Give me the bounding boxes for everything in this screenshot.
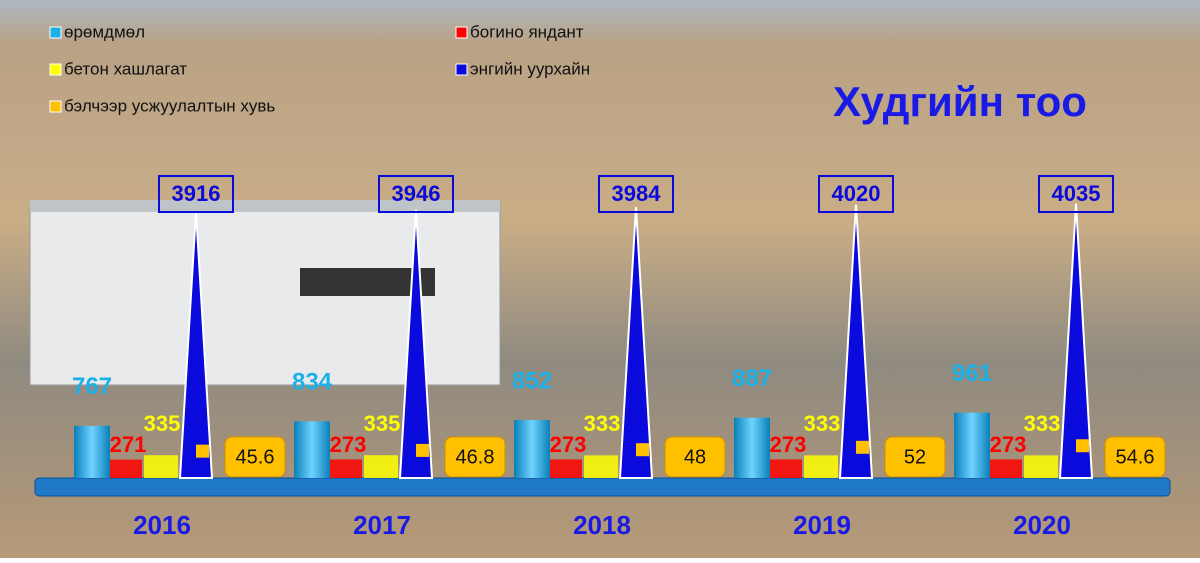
legend-swatch bbox=[455, 26, 468, 39]
x-tick-label: 2016 bbox=[133, 510, 191, 540]
value-label: 961 bbox=[952, 360, 992, 387]
x-tick-label: 2017 bbox=[353, 510, 411, 540]
legend-swatch bbox=[455, 63, 468, 76]
value-label-box bbox=[224, 436, 286, 478]
chart-title: Худгийн тоо bbox=[833, 78, 1087, 125]
spike bbox=[398, 209, 434, 479]
marker bbox=[196, 444, 209, 458]
value-label: 273 bbox=[550, 432, 587, 457]
value-label: 333 bbox=[804, 411, 841, 436]
legend-label: өрөмдмөл bbox=[64, 22, 145, 41]
building-roof bbox=[30, 200, 500, 212]
bar bbox=[110, 459, 142, 478]
value-label-box bbox=[884, 436, 946, 478]
value-label: 3916 bbox=[172, 181, 221, 206]
value-label: 333 bbox=[1024, 411, 1061, 436]
bar bbox=[734, 417, 770, 478]
value-label-box bbox=[1104, 436, 1166, 478]
value-label: 273 bbox=[330, 432, 367, 457]
value-label: 4020 bbox=[832, 181, 881, 206]
bar bbox=[364, 455, 398, 478]
value-label: 834 bbox=[292, 369, 333, 396]
legend-label: бэлчээр усжуулалтын хувь bbox=[64, 96, 275, 115]
value-label: 767 bbox=[72, 373, 112, 400]
value-label-box bbox=[1038, 175, 1114, 213]
bar bbox=[584, 455, 618, 478]
marker bbox=[856, 440, 869, 454]
value-label: 335 bbox=[144, 411, 181, 436]
marker bbox=[636, 443, 649, 457]
legend-label: богино яндант bbox=[470, 22, 584, 41]
value-label: 52 bbox=[904, 446, 926, 468]
bar bbox=[954, 412, 990, 478]
legend-label: бетон хашлагат bbox=[64, 59, 187, 78]
bar bbox=[514, 420, 550, 478]
value-label-box bbox=[378, 175, 454, 213]
value-label: 273 bbox=[990, 432, 1027, 457]
value-label-box bbox=[598, 175, 674, 213]
bar bbox=[804, 455, 838, 478]
value-label: 3946 bbox=[392, 181, 441, 206]
value-label-box bbox=[158, 175, 234, 213]
marker bbox=[1076, 439, 1089, 453]
spike bbox=[838, 204, 874, 479]
value-label: 273 bbox=[770, 432, 807, 457]
legend-label: энгийн уурхайн bbox=[470, 59, 590, 78]
value-label: 45.6 bbox=[236, 446, 275, 468]
value-label: 852 bbox=[512, 367, 552, 394]
spike bbox=[178, 211, 214, 479]
value-label-box bbox=[444, 436, 506, 478]
bar bbox=[770, 459, 802, 478]
legend-swatch bbox=[49, 63, 62, 76]
value-label: 335 bbox=[364, 411, 401, 436]
bar bbox=[1024, 455, 1058, 478]
bar bbox=[294, 421, 330, 478]
value-label: 54.6 bbox=[1116, 446, 1155, 468]
legend-swatch bbox=[49, 26, 62, 39]
platform bbox=[34, 477, 1171, 497]
value-label: 4035 bbox=[1052, 181, 1101, 206]
x-tick-label: 2019 bbox=[793, 510, 851, 540]
bar bbox=[990, 459, 1022, 478]
spike bbox=[1058, 203, 1094, 479]
x-tick-label: 2018 bbox=[573, 510, 631, 540]
bar bbox=[74, 425, 110, 478]
x-tick-label: 2020 bbox=[1013, 510, 1071, 540]
value-label-box bbox=[818, 175, 894, 213]
value-label: 887 bbox=[732, 365, 772, 392]
bar bbox=[330, 459, 362, 478]
value-label: 48 bbox=[684, 446, 706, 468]
value-label: 3984 bbox=[612, 181, 662, 206]
value-label: 333 bbox=[584, 411, 621, 436]
value-label-box bbox=[664, 436, 726, 478]
value-label: 46.8 bbox=[456, 446, 495, 468]
legend-swatch bbox=[49, 100, 62, 113]
spike bbox=[618, 207, 654, 479]
bar bbox=[144, 455, 178, 478]
bar bbox=[550, 459, 582, 478]
marker bbox=[416, 443, 429, 457]
value-label: 271 bbox=[110, 432, 147, 457]
